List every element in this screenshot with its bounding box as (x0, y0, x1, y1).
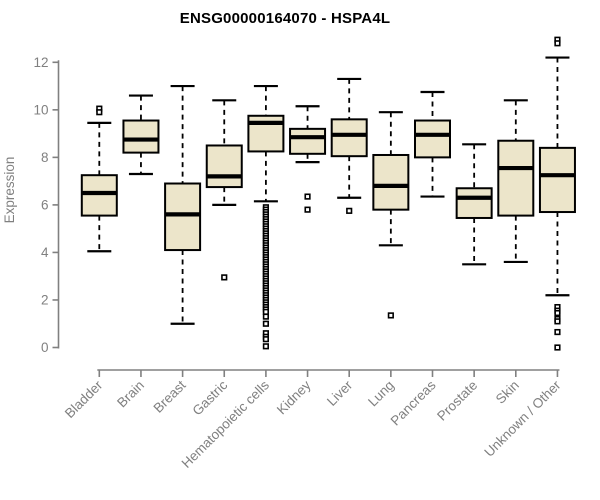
iqr-box (538, 146, 576, 214)
box-brain (122, 94, 160, 176)
outlier-point (346, 207, 353, 214)
box-kidney (289, 105, 327, 213)
y-tick-label: 2 (41, 292, 49, 307)
box-breast (164, 84, 202, 325)
box-liver (330, 77, 368, 214)
box-unknown-other (538, 36, 576, 351)
iqr-box (414, 119, 451, 159)
x-tick-label: Skin (493, 378, 522, 407)
iqr-box (80, 174, 118, 217)
outlier-point (554, 40, 561, 47)
iqr-box (372, 153, 410, 211)
box-hematopoietic-cells (247, 84, 285, 350)
box-gastric (205, 99, 243, 281)
y-tick-label: 0 (41, 340, 49, 355)
iqr-box (122, 119, 160, 154)
y-tick-label: 12 (33, 55, 48, 70)
outlier-point (262, 343, 270, 350)
outlier-point (262, 320, 270, 327)
x-tick-label: Breast (151, 377, 189, 415)
iqr-box (330, 118, 368, 158)
outlier-point (554, 328, 561, 336)
outlier-point (554, 344, 561, 351)
chart-title: ENSG00000164070 - HSPA4L (179, 10, 391, 27)
y-axis: 0 2 4 6 8 10 12 Expression (2, 55, 60, 355)
iqr-box (205, 144, 243, 189)
box-prostate (455, 143, 493, 266)
outlier-point (554, 318, 561, 325)
iqr-box (455, 187, 493, 219)
outlier-point (262, 308, 270, 315)
box-lung (372, 111, 410, 319)
outlier-point (221, 274, 228, 281)
outlier-point (262, 313, 270, 320)
y-tick-label: 10 (33, 102, 48, 117)
box-pancreas (414, 90, 451, 198)
x-tick-label: Unknown / Other (481, 377, 564, 460)
outlier-point (262, 336, 270, 343)
x-tick-label: Kidney (274, 377, 314, 417)
box-bladder (80, 105, 118, 253)
outlier-point (96, 109, 103, 116)
outlier-point (554, 309, 561, 317)
x-tick-label: Pancreas (388, 377, 439, 428)
iqr-box (497, 139, 535, 217)
y-tick-label: 8 (41, 150, 49, 165)
iqr-box (164, 182, 202, 252)
outlier-point (304, 206, 311, 213)
x-tick-label: Prostate (434, 378, 480, 424)
x-tick-label: Brain (114, 378, 147, 411)
y-axis-title: Expression (2, 157, 17, 224)
x-tick-label: Gastric (190, 377, 231, 418)
iqr-box (289, 127, 327, 155)
x-tick-label: Lung (365, 378, 397, 410)
x-tick-label: Liver (324, 377, 356, 409)
x-tick-label: Bladder (62, 377, 106, 421)
outlier-point (387, 312, 394, 319)
y-tick-label: 4 (41, 245, 49, 260)
outlier-point (304, 193, 311, 200)
box-skin (497, 99, 535, 264)
y-tick-label: 6 (41, 197, 49, 212)
